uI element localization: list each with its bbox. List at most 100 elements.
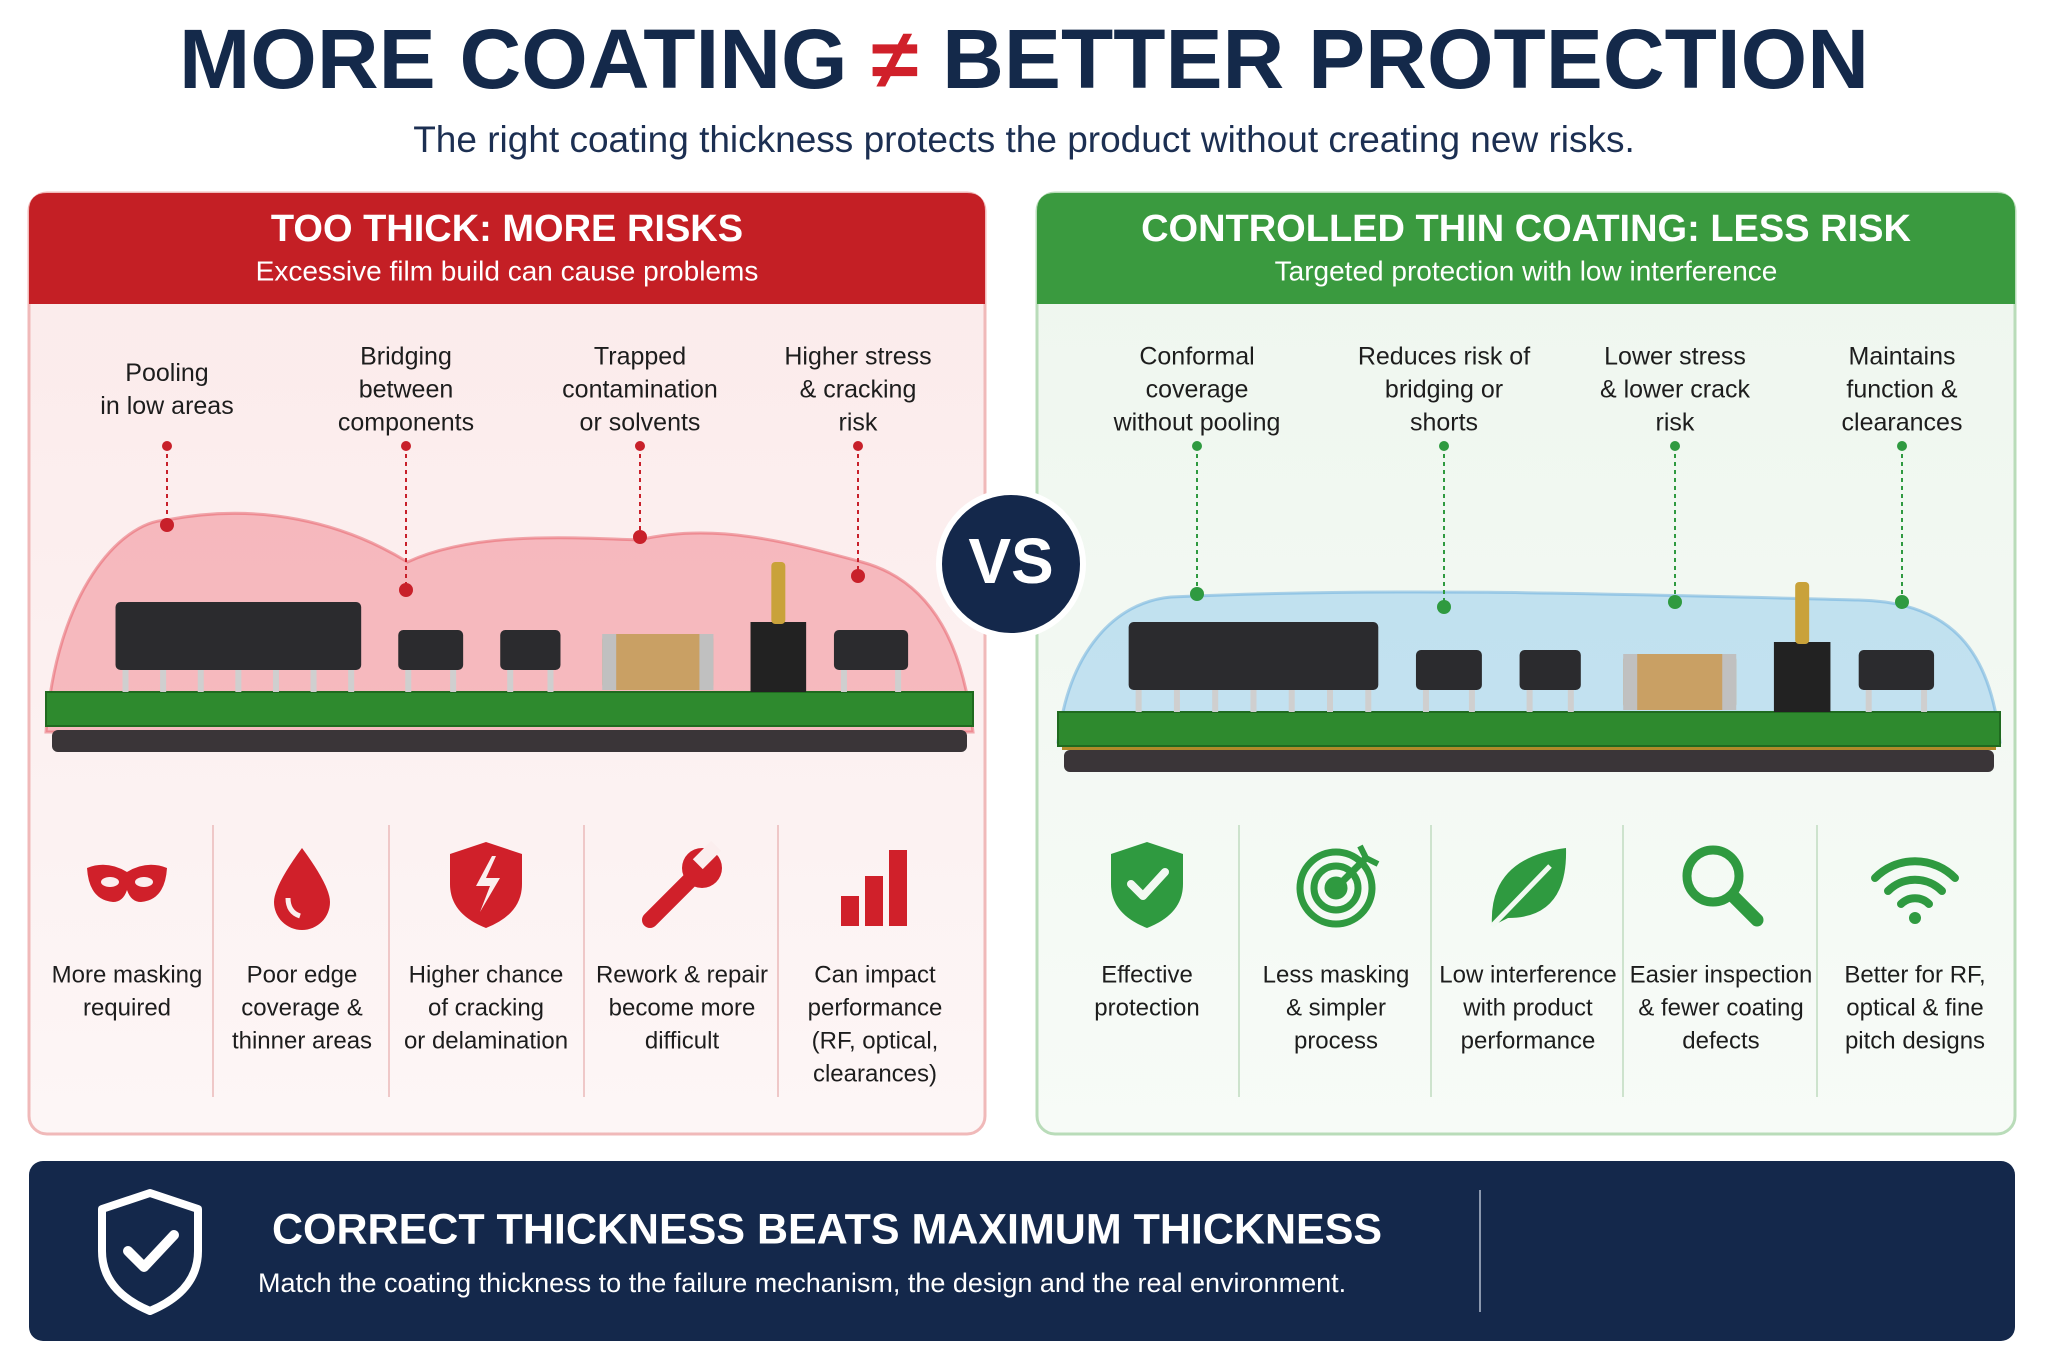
callout-dot [635,441,645,451]
item-label: performance [808,994,943,1021]
vs-label: VS [968,525,1053,597]
chip-leg [160,664,167,692]
callout-label: & cracking [800,376,917,404]
capacitor-end [1623,654,1638,710]
chip-leg [310,664,317,692]
capacitor-end [602,634,617,690]
item-label: of cracking [428,994,544,1021]
item-label: defects [1682,1027,1759,1054]
item-label: Better for RF, [1844,961,1985,988]
chip [1858,650,1935,690]
callout-label: bridging or [1385,376,1503,404]
callout-dot [1897,441,1907,451]
chip-leg [840,664,847,692]
callout-label: Pooling [125,359,208,387]
icon-bars [841,850,907,926]
icon-target [1296,844,1380,928]
callout-label: risk [839,409,878,437]
callout-label: in low areas [100,392,233,420]
callout-label: clearances [1842,409,1963,437]
callout-dot [160,518,174,532]
callout-dot [1895,595,1909,609]
footer-text: Match the coating thickness to the failu… [258,1268,1346,1298]
capacitor-end [1722,654,1737,710]
icon-wifi [1871,857,1959,924]
chip-leg [405,664,412,692]
panel-title: TOO THICK: MORE RISKS [271,208,743,250]
callout-label: or solvents [580,409,701,437]
panel-right-header [1037,193,2015,304]
item-label: Higher chance [409,961,564,988]
chip-leg [1567,684,1574,712]
chip-leg [122,664,129,692]
item-label: become more [609,994,756,1021]
callout-dot [633,530,647,544]
capacitor [602,634,714,690]
pin [771,562,786,624]
item-label: Can impact [814,961,936,988]
title-end: BETTER PROTECTION [942,12,1869,106]
pcb-base [52,730,967,752]
item-label: Low interference [1439,961,1616,988]
chip [115,602,362,670]
chip-leg [348,664,355,692]
panel-left-header [29,193,985,304]
capacitor [1623,654,1737,710]
callout-dot [399,583,413,597]
callout-label: without pooling [1113,409,1281,437]
pin-header [750,622,807,692]
item-label: required [83,994,171,1021]
item-label: thinner areas [232,1027,372,1054]
pcb-board [1057,711,2001,747]
callout-dot [851,569,865,583]
callout-label: & lower crack [1600,376,1751,404]
callout-label: risk [1656,409,1695,437]
icon-magnifier [1682,845,1764,927]
item-label: Poor edge [247,961,358,988]
pin-header [1773,642,1831,712]
callout-dot [1190,587,1204,601]
chip-leg [450,664,457,692]
item-label: with product [1462,994,1593,1021]
chip-leg [1468,684,1475,712]
icon-leaf [1490,848,1567,928]
callout-label: contamination [562,376,718,404]
callout-dot [401,441,411,451]
main-title: MORE COATING ≠ BETTER PROTECTION [179,12,1869,106]
chip-leg [197,664,204,692]
callout-dot [1439,441,1449,451]
item-label: (RF, optical, [812,1027,939,1054]
chip-leg [1212,684,1219,712]
callout-dot [162,441,172,451]
item-label: difficult [645,1027,720,1054]
chip-leg [1365,684,1372,712]
item-label: & fewer coating [1638,994,1803,1021]
item-label: performance [1461,1027,1596,1054]
icon-drop [274,848,330,930]
callout-label: coverage [1146,376,1249,404]
chip-leg [895,664,902,692]
icons-right [1111,842,1959,928]
chip-leg [1288,684,1295,712]
panel-title: CONTROLLED THIN COATING: LESS RISK [1141,208,1911,250]
chip [1415,650,1482,690]
chip-leg [272,664,279,692]
chip-leg [507,664,514,692]
callout-label: Conformal [1139,343,1254,371]
item-label: Rework & repair [596,961,768,988]
callout-label: Higher stress [784,343,931,371]
item-label: process [1294,1027,1378,1054]
item-label: clearances) [813,1060,937,1087]
panel-subtitle: Targeted protection with low interferenc… [1275,255,1778,286]
callout-label: components [338,409,474,437]
chip-leg [1921,684,1928,712]
item-label: protection [1094,994,1199,1021]
callout-dot [1668,595,1682,609]
title-start: MORE COATING [179,12,848,106]
callout-label: shorts [1410,409,1478,437]
panel-subtitle: Excessive film build can cause problems [256,255,759,286]
chip [1128,622,1379,690]
callout-dot [1437,600,1451,614]
callout-label: Bridging [360,343,452,371]
